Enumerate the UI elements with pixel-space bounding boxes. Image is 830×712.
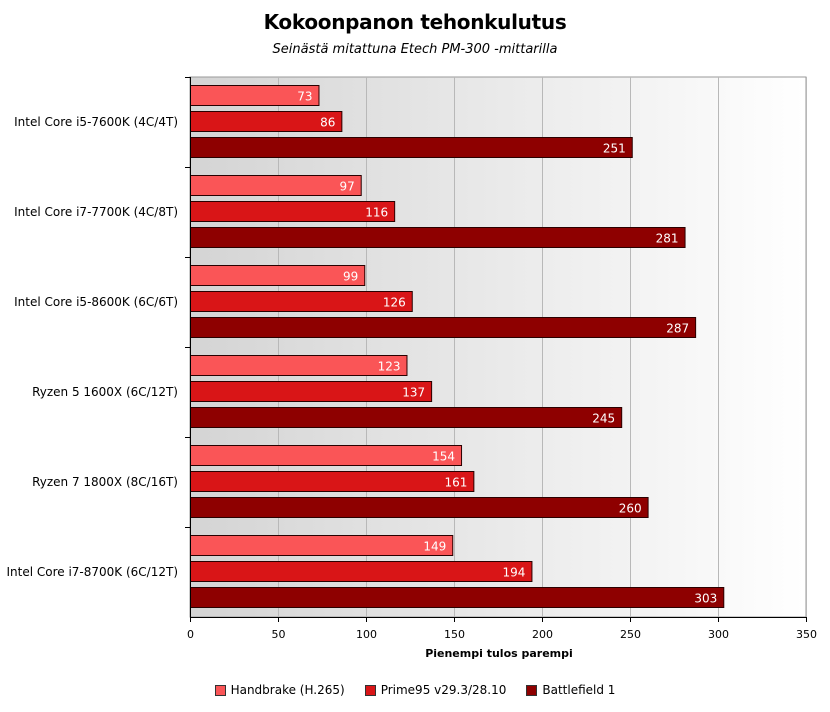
legend: Handbrake (H.265) Prime95 v29.3/28.10 Ba… [0, 683, 830, 697]
bar [190, 265, 366, 286]
bar [190, 201, 396, 222]
x-tick-label: 150 [444, 628, 465, 641]
chart-subtitle: Seinästä mitattuna Etech PM-300 -mittari… [272, 42, 558, 57]
legend-item-prime95: Prime95 v29.3/28.10 [364, 683, 507, 697]
legend-item-battlefield: Battlefield 1 [526, 683, 615, 697]
bar-value-label: 245 [592, 412, 615, 426]
bar-value-label: 154 [432, 450, 455, 464]
bar [190, 317, 697, 338]
bar-value-label: 116 [365, 206, 388, 220]
bar-value-label: 281 [656, 232, 679, 246]
x-tick-label: 350 [796, 628, 817, 641]
bar [190, 471, 475, 492]
category-label: Intel Core i7-7700K (4C/8T) [14, 205, 178, 219]
bar [190, 445, 463, 466]
bar-value-label: 149 [423, 540, 446, 554]
bar [190, 137, 633, 158]
category-label: Intel Core i5-7600K (4C/4T) [14, 115, 178, 129]
bar-value-label: 251 [603, 142, 626, 156]
category-label: Ryzen 5 1600X (6C/12T) [32, 385, 178, 399]
bar-value-label: 73 [297, 90, 312, 104]
bar-value-label: 126 [383, 296, 406, 310]
bar [190, 497, 649, 518]
x-tick-label: 200 [532, 628, 553, 641]
bar [190, 175, 362, 196]
legend-label-prime95: Prime95 v29.3/28.10 [380, 683, 507, 697]
legend-swatch-handbrake [214, 684, 226, 696]
x-tick-label: 250 [620, 628, 641, 641]
bar [190, 535, 454, 556]
category-label: Intel Core i7-8700K (6C/12T) [6, 565, 178, 579]
bar-value-label: 303 [694, 592, 717, 606]
bar-value-label: 260 [619, 502, 642, 516]
bar [190, 381, 433, 402]
bar-value-label: 97 [339, 180, 354, 194]
bar-value-label: 86 [320, 116, 335, 130]
category-label: Intel Core i5-8600K (6C/6T) [14, 295, 178, 309]
legend-label-battlefield: Battlefield 1 [542, 683, 616, 697]
bar-value-label: 137 [402, 386, 425, 400]
chart-title: Kokoonpanon tehonkulutus [263, 10, 567, 34]
legend-item-handbrake: Handbrake (H.265) [214, 683, 345, 697]
bar [190, 587, 725, 608]
bar [190, 561, 533, 582]
x-tick-label: 300 [708, 628, 729, 641]
x-tick-label: 100 [356, 628, 377, 641]
bar-value-label: 123 [378, 360, 401, 374]
plot-area [190, 77, 806, 617]
legend-swatch-battlefield [526, 684, 538, 696]
bar [190, 227, 686, 248]
bar-value-label: 287 [666, 322, 689, 336]
legend-label-handbrake: Handbrake (H.265) [230, 683, 345, 697]
x-tick-label: 50 [272, 628, 286, 641]
x-axis-label: Pienempi tulos parempi [425, 647, 573, 660]
bar-value-label: 194 [503, 566, 526, 580]
legend-swatch-prime95 [364, 684, 376, 696]
bar [190, 291, 413, 312]
category-label: Ryzen 7 1800X (8C/16T) [32, 475, 178, 489]
bar [190, 407, 623, 428]
bar-value-label: 99 [343, 270, 358, 284]
x-tick-label: 0 [187, 628, 194, 641]
bar [190, 355, 408, 376]
bar-value-label: 161 [444, 476, 467, 490]
